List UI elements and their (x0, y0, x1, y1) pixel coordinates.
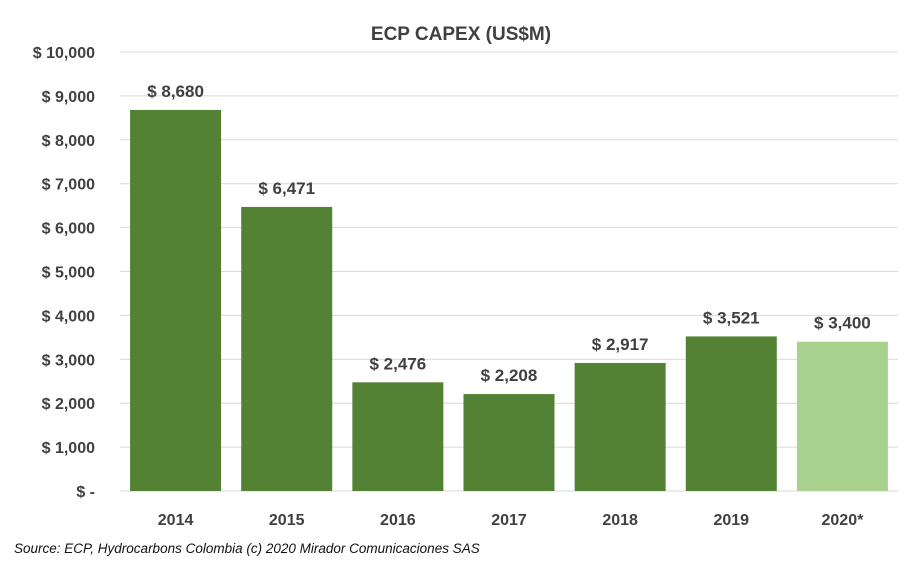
y-tick-label: $ 10,000 (33, 45, 95, 62)
x-tick-label: 2014 (158, 512, 194, 529)
data-label: $ 8,680 (147, 82, 204, 101)
bar-2015 (241, 206, 333, 491)
data-labels: $ 8,680 $ 6,471 $ 2,476 $ 2,208 $ 2,917 $ 3,5… (147, 82, 871, 385)
y-tick-label: $ 5,000 (42, 265, 95, 282)
x-tick-label: 2015 (269, 512, 305, 529)
bar-2019 (685, 336, 777, 491)
y-tick-label: $ 4,000 (42, 308, 95, 325)
source-note: Source: ECP, Hydrocarbons Colombia (c) 2… (14, 541, 480, 556)
bar-2017 (463, 394, 555, 491)
bar-2016 (352, 382, 444, 491)
y-tick-label: $ 1,000 (42, 440, 95, 457)
data-label: $ 2,476 (369, 354, 426, 373)
bar-2014 (130, 109, 222, 491)
y-tick-label: $ - (76, 484, 95, 501)
y-tick-label: $ 8,000 (42, 133, 95, 150)
x-tick-label: 2016 (380, 512, 416, 529)
bar-2018 (574, 362, 666, 491)
data-label: $ 2,917 (592, 335, 649, 354)
data-label: $ 3,521 (703, 308, 760, 327)
x-tick-label: 2018 (602, 512, 638, 529)
y-tick-label: $ 6,000 (42, 221, 95, 238)
data-label: $ 2,208 (481, 366, 538, 385)
x-tick-label: 2017 (491, 512, 527, 529)
y-axis-tick-labels: $ - $ 1,000 $ 2,000 $ 3,000 $ 4,000 $ 5,000 $ … (33, 45, 95, 501)
bars (130, 109, 888, 491)
chart-title: ECP CAPEX (US$M) (371, 24, 551, 45)
bar-2020 (796, 341, 888, 491)
x-tick-label: 2020* (822, 512, 865, 529)
x-axis-tick-labels: 2014 2015 2016 2017 2018 2019 2020* (158, 512, 864, 529)
y-tick-label: $ 2,000 (42, 396, 95, 413)
y-tick-label: $ 3,000 (42, 352, 95, 369)
data-label: $ 3,400 (814, 314, 871, 333)
y-tick-label: $ 7,000 (42, 177, 95, 194)
data-label: $ 6,471 (258, 179, 315, 198)
x-tick-label: 2019 (713, 512, 749, 529)
y-tick-label: $ 9,000 (42, 89, 95, 106)
